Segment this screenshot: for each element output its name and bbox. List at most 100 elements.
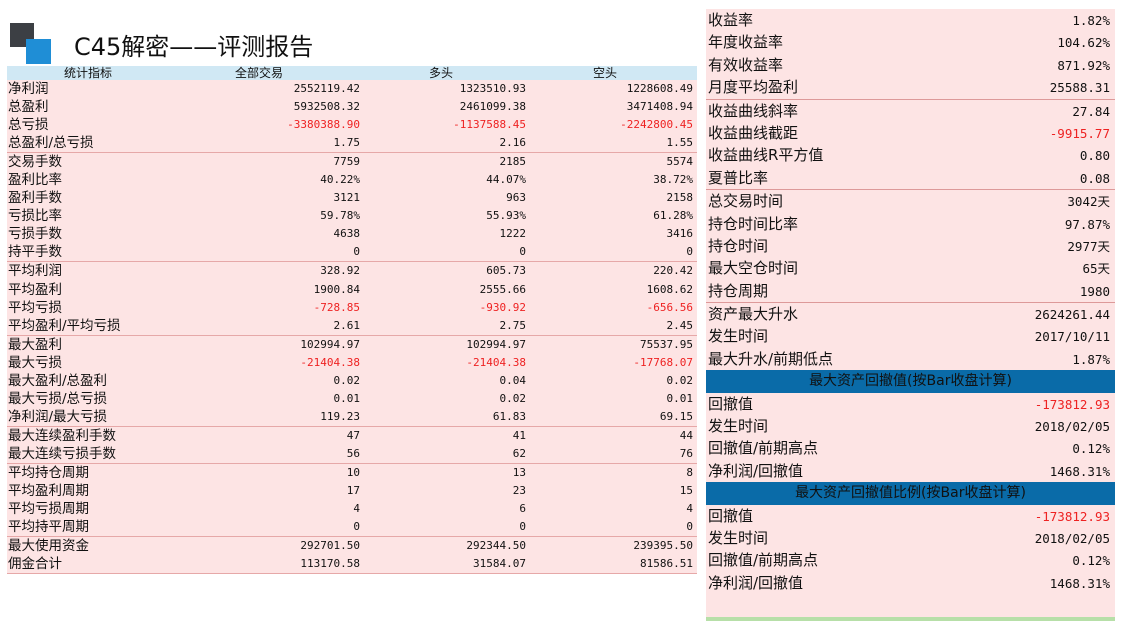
row-value: 1.87% — [1072, 351, 1110, 367]
left-group: 最大连续盈利手数 47 41 44 最大连续亏损手数 56 62 76 — [7, 426, 697, 464]
value-all: 17 — [346, 484, 360, 498]
row-label: 持平手数 — [8, 244, 62, 261]
table-row: 回撤值 -173812.93 — [706, 393, 1115, 415]
row-label: 最大盈利/总盈利 — [8, 372, 108, 389]
value-long: 61.83 — [492, 409, 526, 423]
value-short: 61.28% — [653, 209, 693, 223]
value-all: 113170.58 — [300, 557, 360, 571]
header-metric: 统计指标 — [64, 66, 113, 80]
table-row: 有效收益率 871.92% — [706, 54, 1115, 76]
table-row: 净利润/回撤值 1468.31% — [706, 572, 1115, 594]
value-short: 220.42 — [653, 264, 693, 278]
table-row: 平均持平周期 0 0 0 — [7, 518, 697, 537]
row-value: 3042天 — [1067, 194, 1110, 210]
table-row: 平均亏损周期 4 6 4 — [7, 500, 697, 519]
left-group: 净利润 2552119.42 1323510.93 1228608.49 总盈利 5932… — [7, 80, 697, 154]
row-label: 回撤值/前期高点 — [708, 439, 819, 458]
row-label: 收益率 — [708, 11, 754, 29]
value-all: 0.02 — [333, 373, 361, 387]
row-label: 最大使用资金 — [8, 538, 89, 555]
value-long: 963 — [506, 191, 526, 205]
value-long: 31584.07 — [473, 557, 526, 571]
table-row: 最大盈利/总盈利 0.02 0.04 0.02 — [7, 371, 697, 390]
table-row: 月度平均盈利 25588.31 — [706, 76, 1115, 100]
page-title: C45解密——评测报告 — [74, 33, 314, 61]
row-value: 0.80 — [1079, 148, 1110, 164]
row-value: 1468.31% — [1049, 575, 1110, 591]
table-row: 亏损手数 4638 1222 3416 — [7, 225, 697, 244]
value-long: 2.16 — [499, 136, 527, 150]
value-long: 292344.50 — [466, 539, 526, 553]
row-label: 回撤值/前期高点 — [708, 551, 819, 570]
value-short: 0.01 — [666, 391, 694, 405]
table-row: 平均盈利 1900.84 2555.66 1608.62 — [7, 280, 697, 299]
row-label: 平均盈利/平均亏损 — [8, 317, 121, 334]
row-label: 净利润/最大亏损 — [8, 408, 108, 425]
value-short: 44 — [679, 428, 693, 442]
left-group: 平均持仓周期 10 13 8 平均盈利周期 17 23 15 平均亏损周期 4 6 4 平均持平周期 0 0… — [7, 463, 697, 538]
table-row: 平均持仓周期 10 13 8 — [7, 463, 697, 483]
row-value: 1980 — [1079, 283, 1110, 299]
value-short: 3471408.94 — [626, 100, 693, 114]
value-long: 0.04 — [499, 373, 527, 387]
value-short: 5574 — [666, 155, 694, 169]
value-all: 47 — [346, 428, 360, 442]
value-all: 40.22% — [320, 173, 360, 187]
value-short: 3416 — [666, 227, 694, 241]
value-short: 15 — [679, 484, 693, 498]
value-all: 56 — [346, 446, 360, 460]
value-short: 81586.51 — [640, 557, 693, 571]
value-long: 2461099.38 — [459, 100, 526, 114]
row-label: 发生时间 — [708, 417, 769, 436]
row-label: 净利润/回撤值 — [708, 461, 804, 480]
value-short: 75537.95 — [640, 337, 693, 351]
value-all: 3121 — [333, 191, 361, 205]
value-short: -17768.07 — [633, 355, 693, 369]
table-row: 发生时间 2018/02/05 — [706, 527, 1115, 549]
row-label: 平均盈利周期 — [8, 483, 89, 500]
table-row: 持平手数 0 0 0 — [7, 243, 697, 262]
value-long: 6 — [519, 502, 526, 516]
value-short: 239395.50 — [633, 539, 693, 553]
left-group: 交易手数 7759 2185 5574 盈利比率 40.22% 44.07% 38.72% 盈利… — [7, 153, 697, 263]
value-long: -21404.38 — [466, 355, 526, 369]
table-row: 最大连续盈利手数 47 41 44 — [7, 426, 697, 445]
value-short: 69.15 — [659, 409, 693, 423]
value-long: 2185 — [499, 155, 527, 169]
row-label: 回撤值 — [708, 506, 754, 525]
table-row: 平均盈利周期 17 23 15 — [7, 482, 697, 501]
table-row: 持仓周期 1980 — [706, 280, 1115, 304]
row-label: 持仓时间比率 — [708, 214, 799, 233]
row-value: 871.92% — [1057, 57, 1110, 73]
table-row: 最大升水/前期低点 1.87% — [706, 348, 1115, 370]
value-all: 292701.50 — [300, 539, 360, 553]
table-row: 发生时间 2017/10/11 — [706, 325, 1115, 347]
table-row: 收益率 1.82% — [706, 9, 1115, 31]
row-label: 最大空仓时间 — [708, 259, 799, 278]
value-long: 0.02 — [499, 391, 527, 405]
value-long: 2555.66 — [479, 282, 526, 296]
table-row: 净利润/最大亏损 119.23 61.83 69.15 — [7, 407, 697, 426]
left-group: 最大使用资金 292701.50 292344.50 239395.50 佣金合计 113… — [7, 537, 697, 575]
row-value: 0.12% — [1072, 441, 1110, 457]
row-label: 最大亏损 — [8, 354, 62, 371]
row-label: 回撤值 — [708, 394, 754, 413]
table-row: 平均利润 328.92 605.73 220.42 — [7, 262, 697, 281]
row-label: 持仓周期 — [708, 281, 769, 300]
table-row: 净利润/回撤值 1468.31% — [706, 460, 1115, 482]
table-row: 持仓时间 2977天 — [706, 235, 1115, 257]
value-short: 4 — [686, 502, 693, 516]
table-row: 平均亏损 -728.85 -930.92 -656.56 — [7, 298, 697, 317]
row-label: 最大盈利 — [8, 336, 62, 353]
value-all: 2552119.42 — [293, 82, 360, 95]
row-label: 年度收益率 — [708, 33, 784, 52]
value-all: 0.01 — [333, 391, 361, 405]
value-all: 328.92 — [320, 264, 360, 278]
value-long: 1323510.93 — [459, 82, 526, 95]
row-value: -173812.93 — [1034, 508, 1110, 524]
value-short: 1608.62 — [646, 282, 693, 296]
value-long: 2.75 — [499, 318, 527, 332]
table-row: 总盈利/总亏损 1.75 2.16 1.55 — [7, 134, 697, 153]
row-label: 盈利比率 — [8, 172, 62, 189]
table-row: 回撤值/前期高点 0.12% — [706, 549, 1115, 571]
